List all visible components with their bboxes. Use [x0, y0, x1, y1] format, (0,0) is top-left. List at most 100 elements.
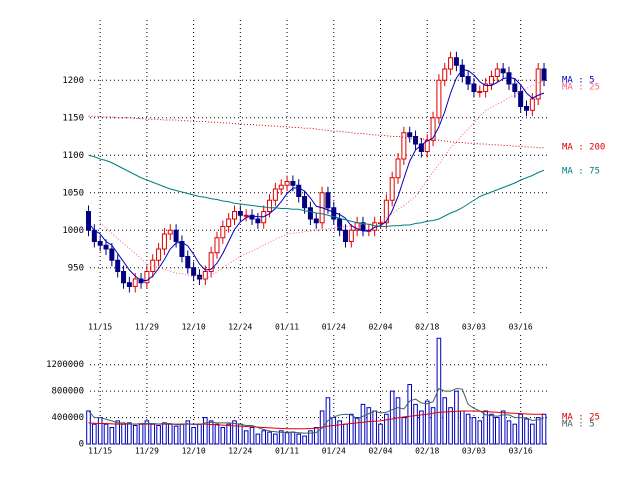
candle-body	[109, 248, 115, 261]
candle-body	[518, 91, 524, 107]
volume-bar	[185, 420, 191, 445]
candle-body	[272, 188, 278, 201]
volume-bar	[103, 423, 109, 445]
volume-bar	[401, 417, 407, 445]
volume-bar	[354, 417, 360, 445]
volume-bar	[173, 425, 179, 445]
volume-bar	[395, 397, 401, 445]
candle-body	[150, 259, 156, 272]
volume-bar	[407, 384, 412, 445]
x-tick-label: 01/11	[275, 323, 299, 332]
volume-bar	[191, 426, 196, 445]
x-tick-label: 02/18	[415, 323, 439, 332]
volume-bar	[389, 390, 395, 445]
y-tick-label: 0	[79, 440, 84, 450]
volume-bar	[313, 426, 319, 445]
candle-body	[383, 199, 389, 224]
candle-body	[541, 68, 547, 81]
candle-body	[471, 83, 477, 92]
y-tick-label: 1150	[62, 113, 84, 123]
candle-body	[378, 222, 383, 225]
candle-body	[220, 226, 226, 239]
candle-body	[465, 76, 471, 85]
candle-body	[524, 106, 529, 111]
candle-body	[208, 252, 214, 272]
candle-body	[436, 79, 442, 119]
volume-bar	[459, 410, 465, 445]
candle-body	[389, 177, 395, 201]
moving-average-line	[99, 79, 545, 280]
x-tick-label: 03/03	[462, 323, 486, 332]
candle-body	[255, 218, 261, 224]
volume-bar	[284, 432, 290, 445]
volume-bar	[115, 420, 121, 445]
candle-body	[325, 192, 331, 209]
volume-bar	[162, 422, 167, 445]
volume-bar	[384, 413, 389, 445]
volume-bar	[132, 425, 138, 445]
volume-bar	[214, 423, 220, 445]
moving-average-line	[88, 410, 545, 430]
candle-body	[348, 229, 354, 242]
candle-body	[459, 64, 465, 77]
candle-body	[290, 181, 296, 186]
candle-body	[313, 218, 319, 224]
x-tick-label: 01/24	[322, 447, 346, 456]
volume-bar	[97, 417, 103, 445]
candle-body	[167, 229, 173, 235]
volume-bar	[524, 418, 529, 445]
volume-bar	[489, 413, 494, 445]
volume-bar	[442, 397, 448, 445]
x-tick-label: 12/10	[182, 447, 206, 456]
volume-bar	[249, 426, 255, 445]
volume-bar	[465, 413, 471, 445]
candle-body	[196, 274, 202, 280]
candle-body	[97, 241, 103, 246]
legend-label: MA : 5	[562, 420, 595, 430]
volume-bar	[477, 420, 483, 445]
volume-bar	[500, 410, 506, 445]
moving-average-line	[88, 69, 545, 281]
candle-body	[249, 214, 255, 220]
candle-body	[91, 229, 97, 242]
candle-body	[132, 278, 138, 287]
y-tick-label: 1200	[62, 76, 84, 86]
volume-bar	[430, 407, 436, 445]
x-tick-label: 11/29	[135, 447, 159, 456]
volume-bar	[144, 420, 150, 445]
x-tick-label: 03/16	[509, 323, 533, 332]
y-tick-label: 950	[68, 263, 84, 273]
volume-bar	[337, 420, 342, 445]
candle-body	[430, 117, 436, 141]
candle-body	[278, 184, 284, 190]
volume-bar	[518, 413, 523, 445]
volume-bar	[454, 390, 459, 445]
candle-body	[267, 199, 273, 212]
y-tick-label: 1100	[62, 151, 84, 161]
candle-body	[401, 132, 407, 160]
candle-body	[500, 68, 506, 74]
x-tick-label: 02/18	[415, 447, 439, 456]
x-tick-label: 01/11	[275, 447, 299, 456]
volume-bar	[530, 423, 535, 445]
volume-bar	[238, 423, 243, 445]
candle-body	[202, 271, 208, 280]
candle-body	[395, 158, 401, 179]
candle-body	[448, 57, 454, 70]
x-tick-label: 03/03	[462, 447, 486, 456]
volume-bar	[343, 423, 348, 445]
candle-body	[103, 244, 109, 250]
volume-bar	[92, 423, 97, 445]
x-tick-label: 02/04	[368, 323, 392, 332]
candle-body	[342, 229, 348, 242]
candle-body	[307, 207, 313, 220]
volume-bar	[535, 417, 541, 445]
volume-bar	[413, 403, 418, 445]
x-tick-label: 11/15	[88, 447, 112, 456]
volume-bar	[483, 410, 488, 445]
candle-body	[232, 211, 237, 220]
volume-bar	[349, 413, 354, 445]
volume-bar	[150, 423, 156, 445]
candle-body	[407, 132, 413, 137]
